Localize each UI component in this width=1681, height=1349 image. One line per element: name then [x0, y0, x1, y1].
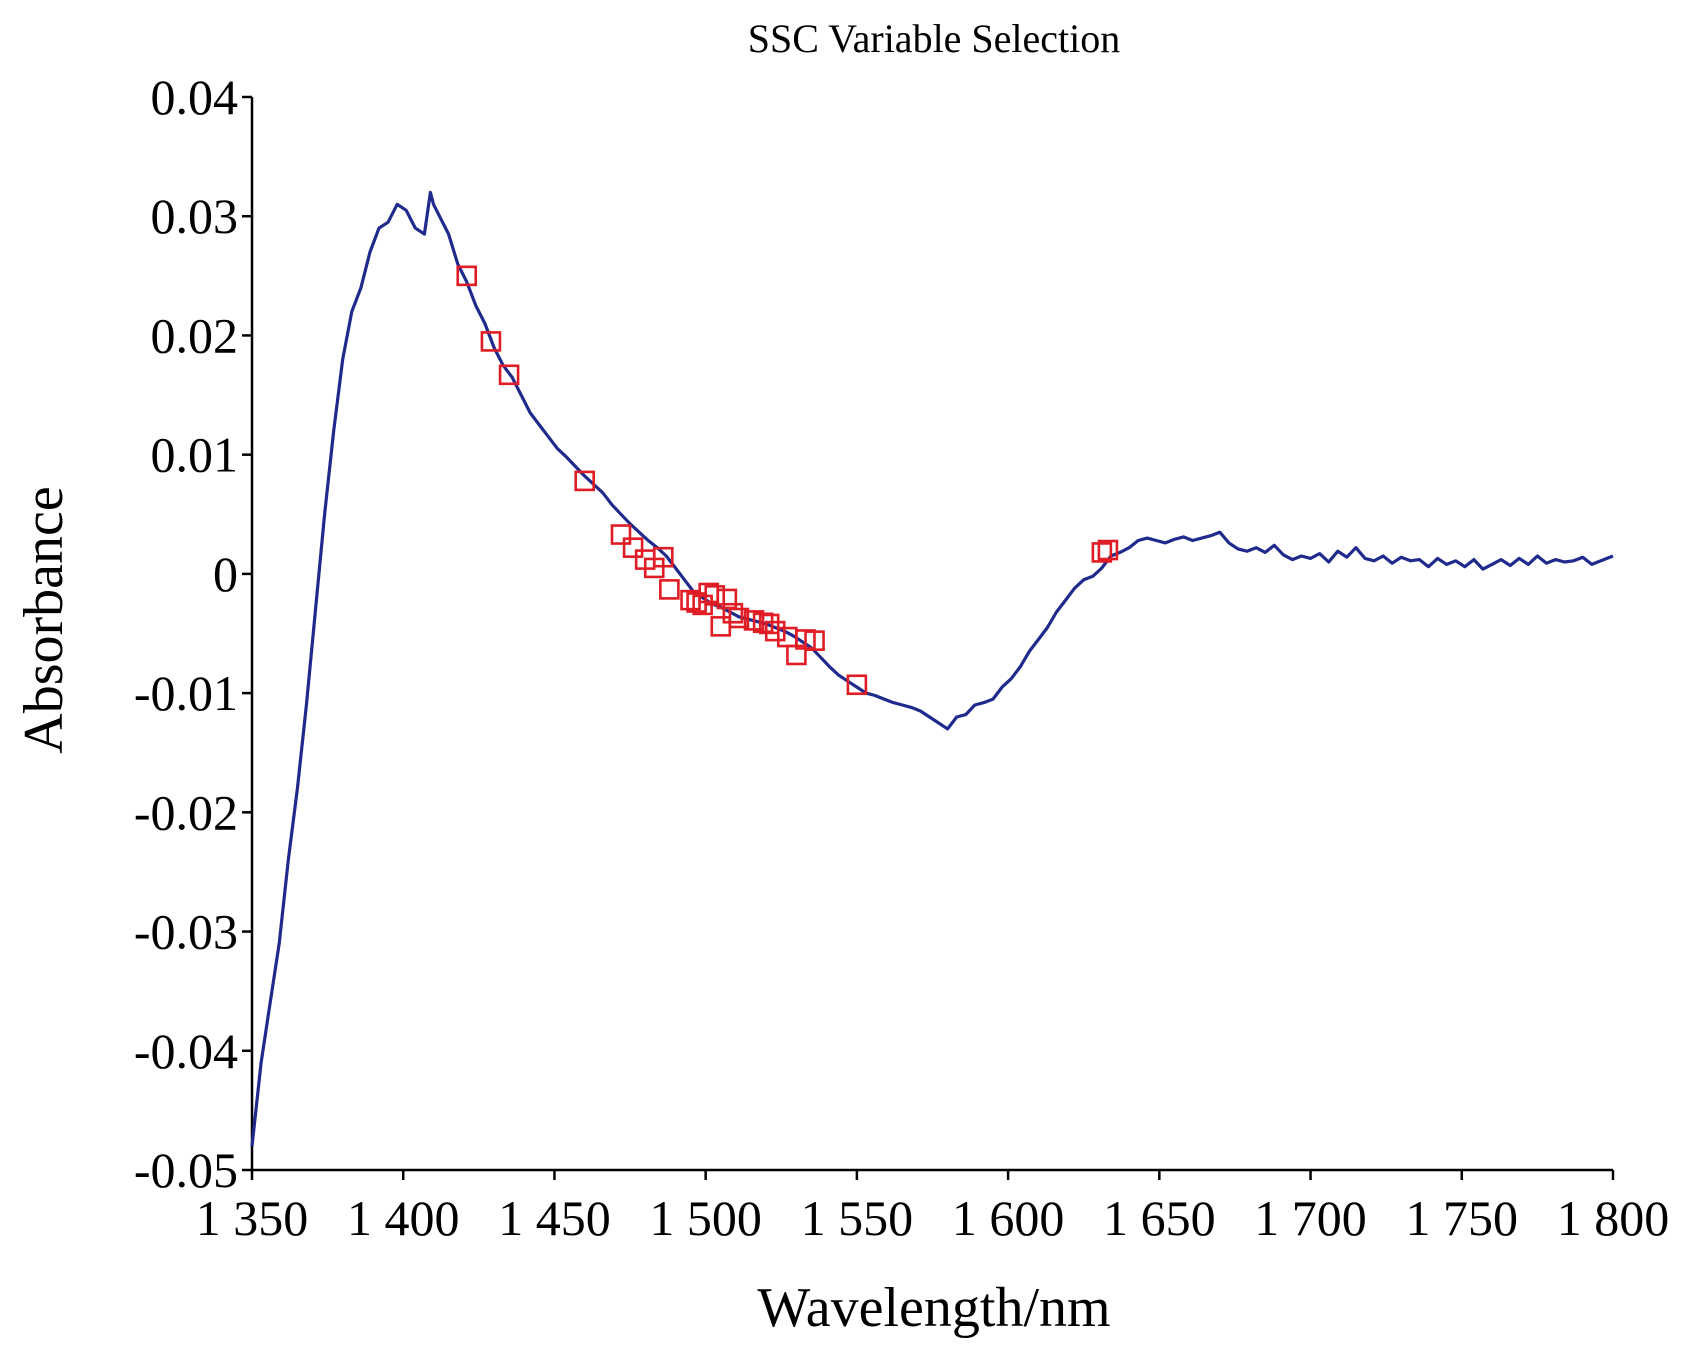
x-tick-label: 1 700 — [1254, 1190, 1367, 1246]
y-axis-ticks: -0.05 -0.04 -0.03 -0.02 -0.01 0 0.01 0.02 0.03 0.… — [134, 69, 252, 1198]
y-tick-label: -0.02 — [134, 784, 238, 840]
selected-variable-marker — [498, 364, 520, 386]
selected-variable-marker — [653, 546, 674, 568]
selected-variable-marker — [1091, 542, 1113, 563]
y-tick-label: -0.01 — [134, 665, 238, 721]
selected-variable-marker — [1097, 539, 1119, 561]
y-tick-label: -0.04 — [134, 1023, 238, 1079]
selected-variable-marker — [710, 616, 732, 637]
x-axis-title: Wavelength/nm — [757, 1277, 1110, 1339]
selected-variable-marker — [659, 579, 680, 600]
x-tick-label: 1 450 — [498, 1190, 611, 1246]
x-tick-label: 1 600 — [952, 1190, 1065, 1246]
selected-variable-marker — [716, 588, 738, 610]
x-tick-label: 1 750 — [1406, 1190, 1519, 1246]
y-tick-label: -0.03 — [134, 904, 238, 960]
selected-variable-marker — [622, 537, 644, 558]
selected-variable-marker — [704, 585, 726, 606]
series-layer — [250, 190, 1614, 1147]
selected-variable-marker — [764, 620, 786, 642]
selected-variable-marker — [456, 265, 478, 287]
y-tick-label: 0 — [213, 546, 238, 602]
selected-variable-marker — [480, 331, 502, 352]
selected-variable-marker — [758, 613, 780, 635]
chart-title: SSC Variable Selection — [748, 16, 1121, 61]
x-tick-label: 1 800 — [1557, 1190, 1670, 1246]
selected-variable-marker — [846, 674, 868, 696]
y-tick-label: -0.05 — [134, 1142, 238, 1198]
y-tick-label: 0.03 — [151, 188, 239, 244]
y-tick-label: 0.04 — [151, 69, 239, 125]
spectrum-line — [250, 190, 1614, 1147]
x-tick-label: 1 350 — [196, 1190, 309, 1246]
selected-variable-marker — [574, 470, 595, 492]
x-tick-label: 1 550 — [801, 1190, 914, 1246]
x-tick-label: 1 650 — [1103, 1190, 1216, 1246]
x-axis-ticks: 1 350 1 400 1 450 1 500 1 550 1 600 1 650 1 700… — [196, 1170, 1670, 1246]
selected-variable-marker — [728, 607, 750, 629]
y-tick-label: 0.01 — [151, 427, 239, 483]
selected-variable-marker — [610, 524, 632, 545]
selected-variable-marker — [804, 630, 825, 651]
selected-variable-markers — [456, 265, 1119, 696]
selected-variable-marker — [722, 602, 744, 624]
y-axis-title: Absorbance — [13, 486, 75, 753]
x-tick-label: 1 400 — [347, 1190, 460, 1246]
y-tick-label: 0.02 — [151, 307, 239, 363]
x-tick-label: 1 500 — [649, 1190, 762, 1246]
